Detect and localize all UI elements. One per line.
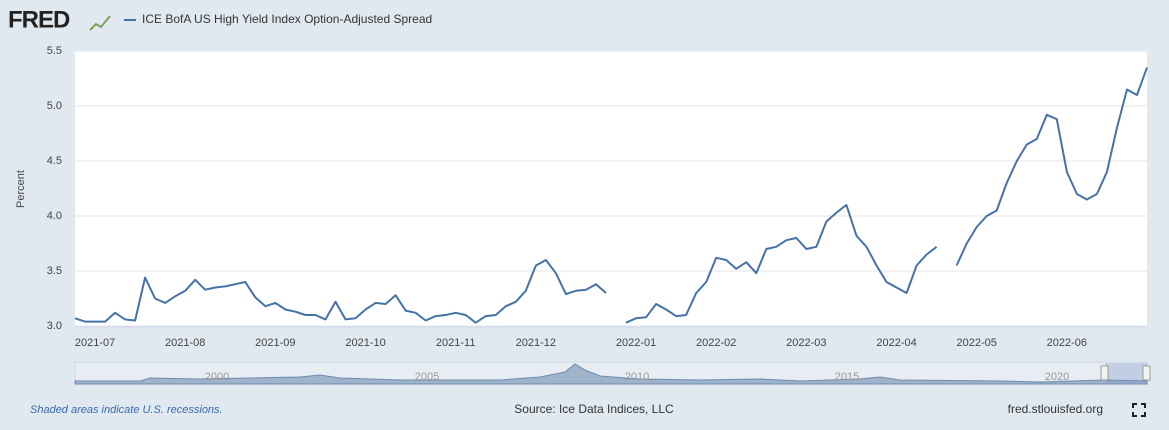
x-tick-label: 2022-05 [956,337,996,349]
y-tick-label: 3.0 [47,320,62,332]
navigator-selection[interactable] [1105,363,1147,383]
navigator-area [74,363,1148,385]
fullscreen-button[interactable] [1132,403,1146,417]
plot-area [75,51,1147,327]
site: fred.stlouisfed.org [1008,402,1103,416]
navigator-handle[interactable] [1100,365,1109,381]
x-tick-label: 2021-08 [165,337,205,349]
x-tick-label: 2022-06 [1047,337,1087,349]
recession-note: Shaded areas indicate U.S. recessions. [30,404,223,416]
logo-icon [89,15,111,31]
x-tick-label: 2022-01 [616,337,656,349]
legend-label: ICE BofA US High Yield Index Option-Adju… [142,12,432,26]
x-tick-label: 2021-07 [75,337,115,349]
source: Source: Ice Data Indices, LLC [514,402,674,416]
y-tick-label: 5.0 [47,100,62,112]
y-tick-label: 4.5 [47,155,62,167]
x-tick-label: 2021-10 [345,337,385,349]
logo: FRED [8,6,70,33]
navigator-label: 2000 [205,371,229,383]
x-tick-label: 2021-11 [436,337,476,349]
navigator-label: 2020 [1045,371,1069,383]
y-tick-label: 4.0 [47,210,62,222]
x-tick-label: 2022-03 [786,337,826,349]
x-tick-label: 2021-09 [255,337,295,349]
navigator-label: 2005 [415,371,439,383]
series-line [74,67,1148,324]
navigator-label: 2010 [625,371,649,383]
navigator-label: 2015 [835,371,859,383]
y-axis-label: Percent [15,170,27,208]
navigator-handle[interactable] [1142,365,1151,381]
x-tick-label: 2022-02 [696,337,736,349]
y-tick-label: 5.5 [47,45,62,57]
y-tick-label: 3.5 [47,265,62,277]
x-tick-label: 2022-04 [876,337,916,349]
x-tick-label: 2021-12 [516,337,556,349]
